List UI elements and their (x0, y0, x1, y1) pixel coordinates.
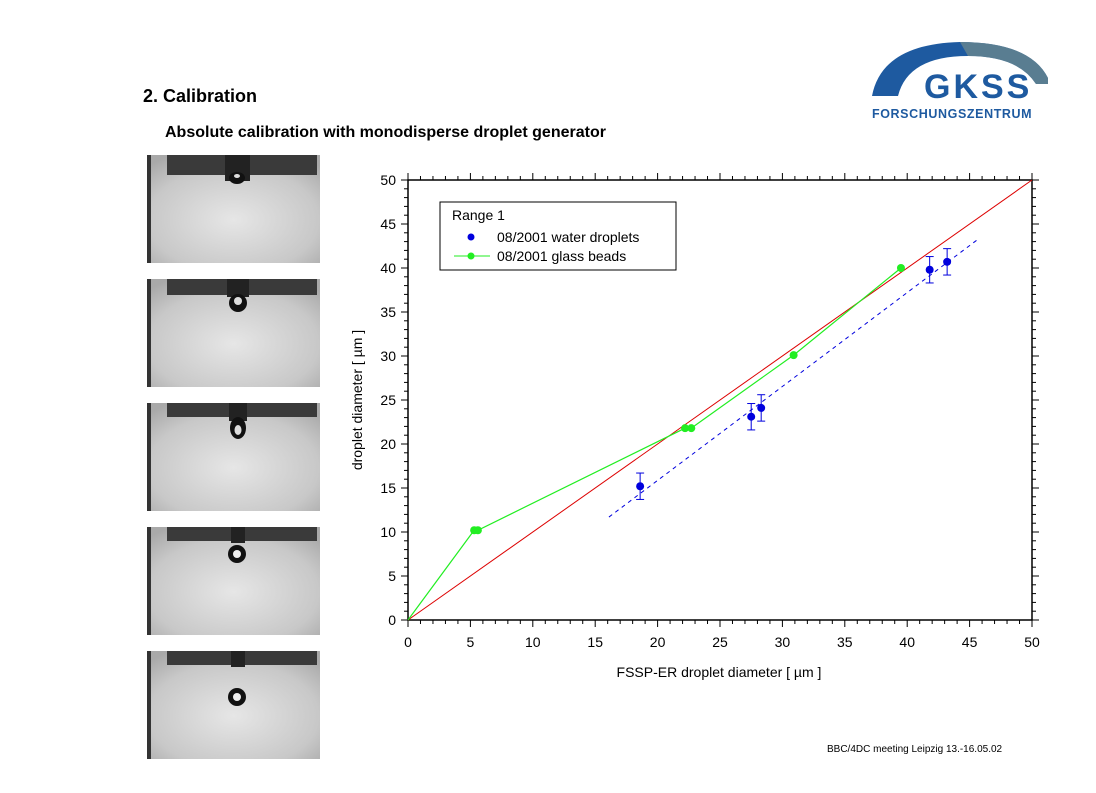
legend-box (439, 201, 677, 271)
series-glass-beads (407, 264, 905, 621)
y-tick-label: 50 (380, 172, 396, 188)
x-tick-label: 45 (962, 634, 978, 650)
slide-title: 2. Calibration (143, 86, 258, 106)
x-tick-label: 0 (404, 634, 412, 650)
y-tick-label: 20 (380, 436, 396, 452)
data-point (473, 526, 482, 535)
droplet-photo (147, 155, 320, 263)
data-point (681, 424, 690, 433)
legend-title: Range 1 (452, 207, 505, 223)
series-layer (407, 248, 952, 621)
data-point (747, 412, 756, 421)
y-tick-label: 30 (380, 348, 396, 364)
slide-footer: BBC/4DC meeting Leipzig 13.-16.05.02 (827, 744, 1003, 755)
x-tick-label: 35 (837, 634, 853, 650)
data-point (789, 351, 798, 360)
series-line (407, 267, 902, 621)
droplet-photo (147, 279, 320, 387)
y-tick-label: 0 (388, 612, 396, 628)
y-tick-label: 45 (380, 216, 396, 232)
y-tick-label: 35 (380, 304, 396, 320)
x-tick-label: 15 (587, 634, 603, 650)
legend: Range 1 08/2001 water droplets 08/2001 g… (439, 201, 677, 271)
legend-label-glass: 08/2001 glass beads (497, 248, 626, 264)
linear-fit-line (608, 237, 980, 518)
calibration-chart: 0 5 10 15 20 25 30 35 40 45 50 0 5 10 15 20 25 30 35 40 45 50… (349, 172, 1040, 680)
x-tick-label: 5 (467, 634, 475, 650)
x-tick-label: 20 (650, 634, 666, 650)
axis-ticks: 0 5 10 15 20 25 30 35 40 45 50 0 5 10 15 20 25 30 35 40 45 50 (380, 172, 1040, 650)
series-water-droplets (636, 248, 952, 500)
data-point (636, 482, 645, 491)
x-tick-label: 10 (525, 634, 541, 650)
droplet-photo (147, 403, 320, 511)
data-point (943, 257, 952, 266)
y-tick-label: 15 (380, 480, 396, 496)
y-tick-label: 5 (388, 568, 396, 584)
one-to-one-line (407, 179, 1033, 621)
svg-text:GKSS: GKSS (924, 68, 1032, 106)
y-tick-label: 10 (380, 524, 396, 540)
x-tick-label: 40 (899, 634, 915, 650)
svg-text:FORSCHUNGSZENTRUM: FORSCHUNGSZENTRUM (872, 107, 1032, 121)
y-axis-label: droplet diameter [ µm ] (349, 330, 365, 470)
x-tick-label: 50 (1024, 634, 1040, 650)
data-point (757, 403, 766, 412)
reference-lines (407, 179, 1033, 621)
droplet-photo (147, 651, 320, 759)
legend-label-water: 08/2001 water droplets (497, 229, 639, 245)
legend-marker-water (467, 233, 475, 241)
legend-marker-glass (467, 252, 475, 260)
x-tick-label: 25 (712, 634, 728, 650)
data-point (687, 424, 696, 433)
x-axis-label: FSSP-ER droplet diameter [ µm ] (617, 664, 822, 680)
gkss-logo: GKSS FORSCHUNGSZENTRUM (872, 42, 1048, 121)
data-point (925, 265, 934, 274)
y-tick-label: 40 (380, 260, 396, 276)
y-tick-label: 25 (380, 392, 396, 408)
droplet-photo (147, 527, 320, 635)
x-tick-label: 30 (775, 634, 791, 650)
data-point (896, 264, 905, 272)
slide-subtitle: Absolute calibration with monodisperse d… (165, 124, 606, 141)
